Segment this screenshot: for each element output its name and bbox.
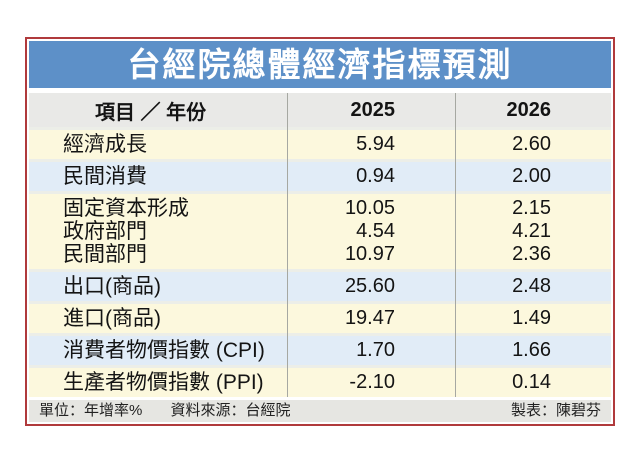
column-divider-2 <box>455 93 456 397</box>
indicator-value: -2.10 <box>349 371 395 393</box>
row-value-2025-cell: 0.94 <box>287 165 455 188</box>
row-label-cell: 生產者物價指數 (PPI) <box>29 371 287 394</box>
indicator-value: 25.60 <box>344 275 395 297</box>
table-row: 出口(商品) 25.60 2.48 <box>29 272 611 301</box>
row-value-2025-cell: -2.10 <box>287 371 455 394</box>
indicator-value: 4.21 <box>512 220 551 242</box>
table-row: 經濟成長 5.94 2.60 <box>29 130 611 159</box>
indicator-value: 10.97 <box>344 243 395 265</box>
table-body: 經濟成長 5.94 2.60 民間消費 0.94 2.00 固定資本形成 政府部門 民間部門 10… <box>29 130 611 397</box>
indicator-value: 5.94 <box>356 133 395 155</box>
table-row: 生產者物價指數 (PPI) -2.10 0.14 <box>29 368 611 397</box>
table-row: 固定資本形成 政府部門 民間部門 10.05 4.54 10.97 2.15 4.21 2.36 <box>29 194 611 269</box>
row-value-2026-cell: 2.15 4.21 2.36 <box>455 197 611 266</box>
row-label-cell: 經濟成長 <box>29 133 287 156</box>
indicator-label: 民間消費 <box>63 165 147 188</box>
row-value-2026-cell: 1.66 <box>455 339 611 362</box>
forecast-table: 項目 ／ 年份 2025 2026 經濟成長 5.94 2.60 民間消費 0.94 2.… <box>29 93 611 397</box>
indicator-label: 政府部門 <box>63 220 147 243</box>
indicator-label: 出口(商品) <box>63 275 161 298</box>
indicator-value: 10.05 <box>344 197 395 219</box>
row-label-cell: 出口(商品) <box>29 275 287 298</box>
row-label-cell: 消費者物價指數 (CPI) <box>29 339 287 362</box>
indicator-value: 1.49 <box>512 307 551 329</box>
indicator-value: 2.48 <box>512 275 551 297</box>
indicator-label: 生產者物價指數 (PPI) <box>63 371 264 394</box>
row-label-cell: 進口(商品) <box>29 307 287 330</box>
indicator-label: 民間部門 <box>63 243 147 266</box>
row-label-cell: 固定資本形成 政府部門 民間部門 <box>29 197 287 266</box>
indicator-value: 2.00 <box>512 165 551 187</box>
indicator-value: 2.36 <box>512 243 551 265</box>
row-value-2026-cell: 2.60 <box>455 133 611 156</box>
row-value-2025-cell: 19.47 <box>287 307 455 330</box>
table-title: 台經院總體經濟指標預測 <box>29 41 611 88</box>
table-row: 進口(商品) 19.47 1.49 <box>29 304 611 333</box>
indicator-value: 4.54 <box>356 220 395 242</box>
indicator-label: 固定資本形成 <box>63 197 189 220</box>
indicator-label: 經濟成長 <box>63 133 147 156</box>
footnote-left: 單位：年增率% 資料來源：台經院 <box>39 400 291 422</box>
indicator-value: 0.14 <box>512 371 551 393</box>
indicator-value: 1.66 <box>512 339 551 361</box>
header-year-2025: 2025 <box>350 98 396 121</box>
indicator-label: 進口(商品) <box>63 307 161 330</box>
indicator-value: 0.94 <box>356 165 395 187</box>
indicator-value: 2.15 <box>512 197 551 219</box>
source-note: 資料來源：台經院 <box>170 402 291 419</box>
table-row: 民間消費 0.94 2.00 <box>29 162 611 191</box>
table-footnote: 單位：年增率% 資料來源：台經院 製表：陳碧芬 <box>29 400 611 422</box>
row-value-2026-cell: 2.48 <box>455 275 611 298</box>
credit-note: 製表：陳碧芬 <box>510 402 601 419</box>
unit-note: 單位：年增率% <box>39 402 143 419</box>
row-value-2025-cell: 10.05 4.54 10.97 <box>287 197 455 266</box>
header-item-years: 項目 ／ 年份 <box>95 101 207 124</box>
row-value-2025-cell: 5.94 <box>287 133 455 156</box>
header-year-2026: 2026 <box>506 98 552 121</box>
table-row: 消費者物價指數 (CPI) 1.70 1.66 <box>29 336 611 365</box>
row-label-cell: 民間消費 <box>29 165 287 188</box>
row-value-2025-cell: 1.70 <box>287 339 455 362</box>
row-value-2026-cell: 2.00 <box>455 165 611 188</box>
table-header-row: 項目 ／ 年份 2025 2026 <box>29 93 611 127</box>
column-divider-1 <box>287 93 288 397</box>
indicator-value: 1.70 <box>356 339 395 361</box>
row-value-2025-cell: 25.60 <box>287 275 455 298</box>
indicator-value: 19.47 <box>344 307 395 329</box>
row-value-2026-cell: 0.14 <box>455 371 611 394</box>
indicator-label: 消費者物價指數 (CPI) <box>63 339 265 362</box>
forecast-panel: 台經院總體經濟指標預測 項目 ／ 年份 2025 2026 經濟成長 5.94 2.… <box>25 37 615 426</box>
row-value-2026-cell: 1.49 <box>455 307 611 330</box>
indicator-value: 2.60 <box>512 133 551 155</box>
